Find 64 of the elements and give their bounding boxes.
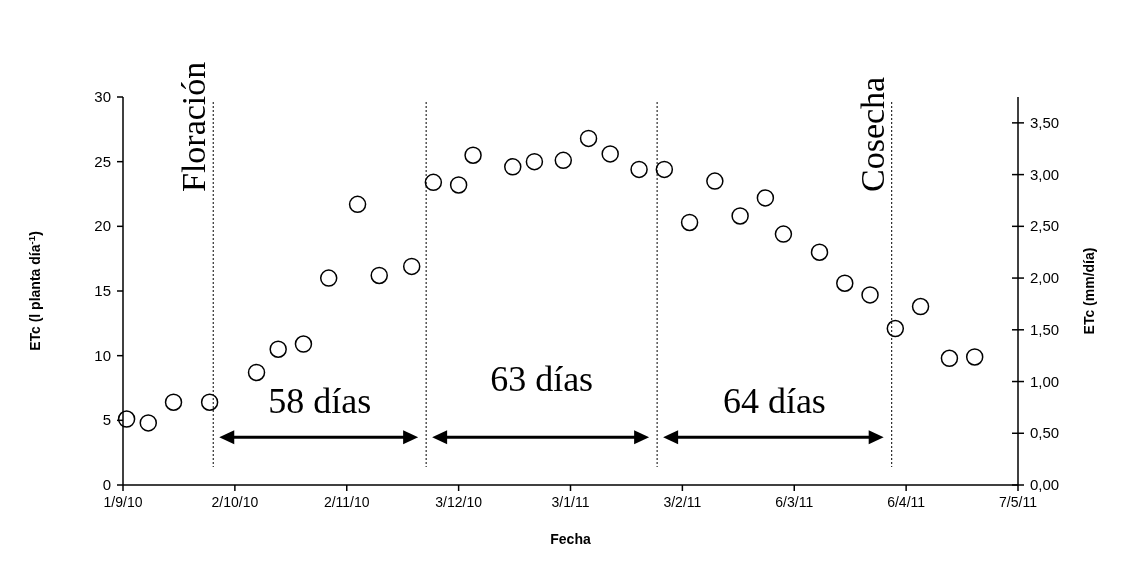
point xyxy=(886,319,905,338)
point xyxy=(630,160,648,179)
point xyxy=(861,286,879,304)
point xyxy=(655,160,674,179)
ref-line-label: Floración xyxy=(175,61,213,192)
point xyxy=(911,297,930,316)
point xyxy=(525,152,544,171)
point xyxy=(731,207,749,225)
point xyxy=(402,257,421,276)
point xyxy=(706,172,724,190)
annotation: 64 días xyxy=(722,381,826,422)
x-tick-label: 3/2/11 xyxy=(663,494,702,510)
point xyxy=(117,410,136,428)
point xyxy=(294,335,313,353)
y-tick-label: 30 xyxy=(94,88,111,105)
point xyxy=(836,274,854,292)
point xyxy=(424,173,443,192)
y-tick-label: 0 xyxy=(102,476,111,493)
y2-tick-label: 1,00 xyxy=(1030,372,1060,390)
ref-line-label: Cosecha xyxy=(853,76,891,192)
x-axis-title: Fecha xyxy=(550,531,591,547)
point xyxy=(756,189,775,207)
y2-tick-label: 1,50 xyxy=(1030,320,1060,338)
point xyxy=(370,266,388,285)
point xyxy=(348,195,367,214)
point xyxy=(464,146,482,164)
point xyxy=(269,340,287,358)
x-tick-label: 6/4/11 xyxy=(887,494,926,510)
point xyxy=(319,269,338,287)
y2-tick-label: 3,50 xyxy=(1030,113,1060,131)
y2-tick-label: 0,50 xyxy=(1030,424,1060,442)
point xyxy=(247,363,266,382)
y-tick-label: 20 xyxy=(94,217,111,235)
y2-axis-title: ETc (mm/día) xyxy=(1081,247,1097,335)
point xyxy=(579,129,598,148)
point xyxy=(680,213,699,232)
point xyxy=(139,414,158,432)
point xyxy=(554,151,573,170)
y2-tick-label: 2,50 xyxy=(1030,217,1060,235)
point xyxy=(504,158,522,176)
point xyxy=(601,145,619,163)
y2-tick-label: 2,00 xyxy=(1030,269,1060,287)
y-tick-label: 5 xyxy=(102,411,111,429)
point xyxy=(810,243,829,261)
annotation: 63 días xyxy=(490,359,594,400)
point xyxy=(965,348,984,366)
y2-tick-label: 3,00 xyxy=(1030,165,1060,183)
x-tick-label: 3/1/11 xyxy=(551,494,590,510)
point xyxy=(164,393,183,411)
annotation: 58 días xyxy=(268,381,372,422)
x-tick-label: 6/3/11 xyxy=(775,494,814,510)
x-tick-label: 2/11/10 xyxy=(323,494,370,510)
point xyxy=(940,349,959,367)
y-tick-label: 10 xyxy=(94,346,111,364)
x-tick-label: 2/10/10 xyxy=(211,494,259,510)
point xyxy=(449,176,468,194)
point xyxy=(774,225,793,243)
point xyxy=(200,393,219,411)
y2-tick-label: 0,00 xyxy=(1030,476,1060,493)
x-tick-label: 7/5/11 xyxy=(999,494,1038,510)
y-tick-label: 15 xyxy=(94,282,111,299)
x-tick-label: 3/12/10 xyxy=(435,494,483,510)
x-tick-label: 1/9/10 xyxy=(103,494,143,510)
y-tick-label: 25 xyxy=(94,152,111,170)
